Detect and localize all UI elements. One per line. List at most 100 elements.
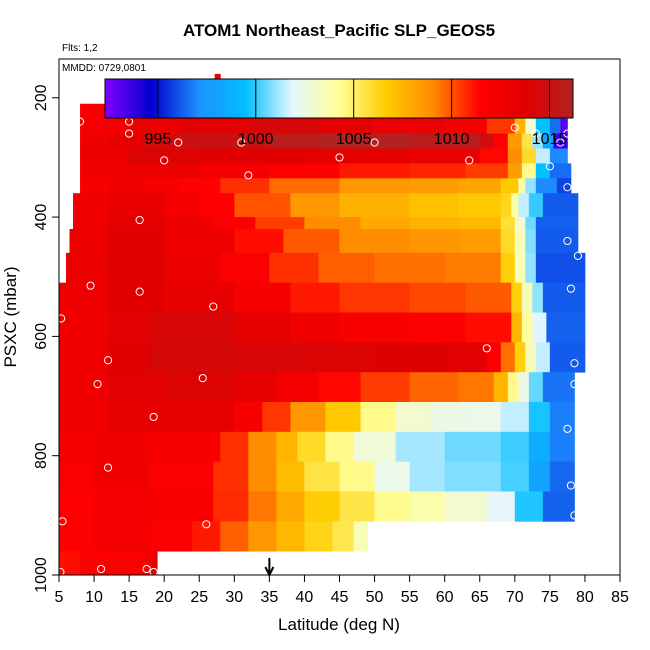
heatmap-cell [108, 282, 165, 313]
sample-point [103, 463, 113, 472]
heatmap-cell [80, 551, 109, 576]
x-tick-label: 70 [506, 589, 524, 606]
sample-point [142, 564, 151, 574]
heatmap-cell [500, 229, 516, 254]
heatmap-cell [59, 342, 109, 373]
heatmap-cell [409, 229, 460, 254]
heatmap-cell [150, 312, 235, 343]
sample-point [563, 236, 572, 246]
heatmap-cell [108, 372, 165, 403]
sample-point [570, 380, 579, 389]
heatmap-cell [374, 461, 411, 492]
heatmap-cell [549, 461, 575, 492]
heatmap-cell [409, 217, 460, 230]
heatmap-cell [486, 491, 516, 522]
heatmap-cell [535, 148, 551, 164]
heatmap-cell [304, 217, 361, 230]
heatmap-cell [500, 252, 516, 284]
heatmap-cell [304, 461, 340, 492]
heatmap-cell [542, 372, 575, 403]
heatmap-cell [535, 178, 558, 194]
heatmap-cell [374, 342, 446, 373]
colorbar-tick-label: 1010 [434, 131, 470, 148]
sample-point [531, 129, 540, 138]
heatmap-cell [150, 342, 235, 373]
heatmap-cell [532, 312, 547, 343]
heatmap-cell [94, 491, 151, 522]
heatmap-cell [143, 551, 153, 576]
sample-point [149, 567, 158, 577]
heatmap-cell [325, 431, 354, 463]
x-tick-label: 5 [55, 589, 64, 606]
heatmap-cell [199, 163, 270, 179]
heatmap-cell [525, 217, 537, 230]
sample-point [570, 511, 579, 520]
heatmap-cell [290, 193, 340, 218]
sample-point [174, 138, 183, 147]
sample-point [57, 314, 66, 323]
heatmap-cell [220, 521, 249, 552]
heatmap-cell [528, 193, 544, 218]
heatmap-cell [525, 178, 537, 194]
heatmap-cell [297, 431, 326, 463]
sample-point [198, 374, 207, 383]
heatmap-cell [234, 342, 305, 373]
heatmap-cell [290, 312, 340, 343]
heatmap-cell [234, 229, 284, 254]
heatmap-cell [178, 178, 221, 194]
heatmap-cell [59, 431, 95, 463]
heatmap-cell [178, 118, 249, 134]
heatmap-cell [73, 217, 109, 230]
heatmap-cell [129, 163, 200, 179]
heatmap-cell [199, 193, 235, 218]
heatmap-cell [521, 312, 533, 343]
heatmap-cell [269, 178, 340, 194]
heatmap-cell [542, 193, 579, 218]
heatmap-cell [507, 133, 523, 149]
heatmap-cell [108, 551, 144, 576]
heatmap-cell [528, 431, 551, 463]
heatmap-cell [549, 431, 575, 463]
heatmap-cell [409, 372, 460, 403]
heatmap-cell [339, 282, 411, 313]
heatmap-cell [532, 282, 544, 313]
heatmap-cell [213, 461, 249, 492]
heatmap-cell [234, 402, 263, 433]
heatmap-cell [353, 521, 368, 552]
heatmap-cell [339, 312, 411, 343]
heatmap-cell [549, 342, 586, 373]
heatmap-cell [444, 118, 488, 134]
sample-point [160, 156, 169, 165]
heatmap-cell [129, 118, 179, 134]
heatmap-cell [458, 178, 502, 194]
sample-point [56, 567, 65, 577]
heatmap-cell [150, 521, 193, 552]
sample-point [75, 117, 85, 126]
x-tick-label: 20 [155, 589, 173, 606]
heatmap-cell [409, 193, 460, 218]
heatmap-cell [374, 118, 446, 134]
sample-point [563, 424, 572, 433]
heatmap-cell [409, 282, 467, 313]
x-tick-label: 65 [471, 589, 489, 606]
heatmap-cell [248, 521, 277, 552]
heatmap-cell [276, 372, 319, 403]
heatmap-cell [178, 133, 270, 149]
heatmap-cell [532, 133, 544, 149]
heatmap-cell [521, 163, 537, 179]
sample-point [482, 344, 491, 353]
heatmap-cell [409, 178, 460, 194]
heatmap-cell [59, 372, 109, 403]
heatmap-cell [444, 461, 502, 492]
heatmap-cell [255, 217, 305, 230]
x-tick-label: 10 [85, 589, 103, 606]
x-tick-label: 45 [331, 589, 349, 606]
sample-point [465, 156, 474, 165]
heatmap-cell [511, 282, 523, 313]
y-tick-label: 600 [33, 323, 50, 350]
sample-point [135, 215, 144, 225]
heatmap-cell [80, 148, 130, 164]
heatmap-cell [493, 133, 509, 149]
heatmap-cell [94, 431, 151, 463]
sample-point [545, 162, 554, 171]
